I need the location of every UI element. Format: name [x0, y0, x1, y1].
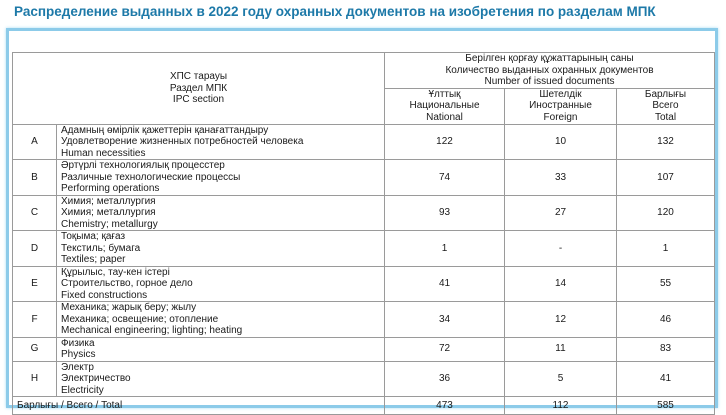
desc-ru: Механика; освещение; отопление [61, 313, 219, 325]
foreign-header-en: Foreign [543, 111, 578, 123]
foreign-count: 33 [504, 159, 617, 196]
national-header-kk: Ұлттық [428, 88, 461, 100]
page-title: Распределение выданных в 2022 году охран… [14, 4, 656, 19]
table-row: D Тоқыма; қағаз Текстиль; бумага Textile… [12, 230, 716, 267]
national-count: 74 [384, 159, 505, 196]
desc-en: Electricity [61, 384, 104, 396]
desc-kk: Адамның өмірлік қажеттерін қанағаттандыр… [61, 124, 269, 136]
national-count: 41 [384, 265, 505, 302]
count-group-header: Берілген қорғау құжаттарының саны Количе… [383, 52, 716, 89]
total-foreign: 112 [504, 396, 617, 415]
desc-en: Mechanical engineering; lighting; heatin… [61, 325, 243, 336]
national-count: 93 [384, 194, 505, 231]
national-count: 1 [384, 230, 505, 267]
table-row: E Құрылыс, тау-кен істері Строительство,… [12, 265, 716, 302]
section-description: Адамның өмірлік қажеттерін қанағаттандыр… [56, 123, 385, 160]
total-national: 473 [384, 396, 505, 415]
table-row: C Химия; металлургия Химия; металлургия … [12, 194, 716, 231]
desc-en: Fixed constructions [61, 289, 148, 301]
national-count: 72 [384, 336, 505, 362]
total-count: 55 [615, 265, 716, 302]
foreign-count: 27 [504, 194, 617, 231]
national-count: 36 [384, 360, 505, 397]
desc-en: Textiles; paper [61, 254, 126, 265]
section-letter: D [12, 230, 57, 267]
desc-kk: Әртүрлі технологиялық процесстер [61, 160, 225, 171]
national-header-ru: Национальные [409, 100, 480, 112]
total-count: 41 [615, 360, 716, 397]
total-header-ru: Всего [652, 100, 679, 112]
section-header-ru: Раздел МПК [169, 82, 228, 94]
desc-ru: Электричество [61, 373, 131, 384]
desc-ru: Различные технологические процессы [61, 171, 241, 183]
desc-ru: Химия; металлургия [61, 207, 156, 218]
table-row: B Әртүрлі технологиялық процесстер Разли… [12, 159, 716, 196]
desc-kk: Құрылыс, тау-кен істері [61, 266, 170, 278]
foreign-header-kk: Шетелдік [539, 88, 582, 100]
section-description: Тоқыма; қағаз Текстиль; бумага Textiles;… [56, 230, 385, 267]
count-header-ru: Количество выданных охранных документов [445, 64, 654, 76]
foreign-count: - [504, 230, 617, 267]
national-count: 122 [384, 123, 505, 160]
ipc-distribution-table: ХПС тарауы Раздел МПК IPC section Берілг… [12, 52, 716, 415]
total-header-kk: Барлығы [644, 88, 687, 100]
national-column-header: Ұлттық Национальные National [384, 87, 505, 125]
desc-en: Human necessities [61, 147, 146, 159]
section-letter: E [12, 265, 57, 302]
foreign-count: 5 [504, 360, 617, 397]
section-description: Электр Электричество Electricity [56, 360, 385, 397]
total-header-en: Total [654, 111, 677, 123]
section-letter: A [12, 123, 57, 160]
desc-en: Performing operations [61, 183, 160, 194]
total-count: 46 [615, 301, 716, 338]
table-row: A Адамның өмірлік қажеттерін қанағаттанд… [12, 123, 716, 160]
foreign-count: 14 [504, 265, 617, 302]
section-letter: H [12, 360, 57, 397]
desc-ru: Текстиль; бумага [61, 242, 141, 254]
foreign-column-header: Шетелдік Иностранные Foreign [504, 87, 617, 125]
section-letter: C [12, 194, 57, 231]
national-header-en: National [426, 111, 463, 123]
grand-total: 585 [615, 396, 716, 415]
desc-kk: Электр [61, 361, 94, 373]
section-letter: F [12, 301, 57, 338]
section-header-kk: ХПС тарауы [169, 71, 228, 82]
section-description: Физика Physics [56, 336, 385, 362]
total-count: 132 [615, 123, 716, 160]
section-description: Құрылыс, тау-кен істері Строительство, г… [56, 265, 385, 302]
section-header-en: IPC section [172, 94, 225, 105]
total-row-label: Барлығы / Всего / Total [12, 396, 385, 415]
count-header-en: Number of issued documents [484, 76, 615, 87]
desc-ru: Физика [61, 337, 95, 349]
desc-en: Chemistry; metallurgy [61, 218, 158, 230]
desc-kk: Химия; металлургия [61, 195, 156, 207]
foreign-header-ru: Иностранные [529, 100, 592, 112]
desc-kk: Механика; жарық беру; жылу [61, 302, 197, 313]
table-row: H Электр Электричество Electricity 36 5 … [12, 360, 716, 397]
desc-en: Physics [61, 349, 96, 360]
national-count: 34 [384, 301, 505, 338]
total-count: 1 [615, 230, 716, 267]
table-row: F Механика; жарық беру; жылу Механика; о… [12, 301, 716, 338]
desc-kk: Тоқыма; қағаз [61, 231, 126, 242]
desc-ru: Удовлетворение жизненных потребностей че… [61, 136, 304, 147]
foreign-count: 11 [504, 336, 617, 362]
section-description: Механика; жарық беру; жылу Механика; осв… [56, 301, 385, 338]
foreign-count: 12 [504, 301, 617, 338]
section-description: Химия; металлургия Химия; металлургия Ch… [56, 194, 385, 231]
total-count: 107 [615, 159, 716, 196]
total-column-header: Барлығы Всего Total [615, 87, 716, 125]
foreign-count: 10 [504, 123, 617, 160]
table-row: G Физика Physics 72 11 83 [12, 336, 716, 362]
section-letter: B [12, 159, 57, 196]
section-letter: G [12, 336, 57, 362]
total-count: 83 [615, 336, 716, 362]
section-description: Әртүрлі технологиялық процесстер Различн… [56, 159, 385, 196]
total-count: 120 [615, 194, 716, 231]
section-column-header: ХПС тарауы Раздел МПК IPC section [12, 52, 385, 125]
count-header-kk: Берілген қорғау құжаттарының саны [465, 53, 634, 64]
desc-ru: Строительство, горное дело [61, 278, 193, 289]
total-row: Барлығы / Всего / Total 473 112 585 [12, 396, 716, 415]
